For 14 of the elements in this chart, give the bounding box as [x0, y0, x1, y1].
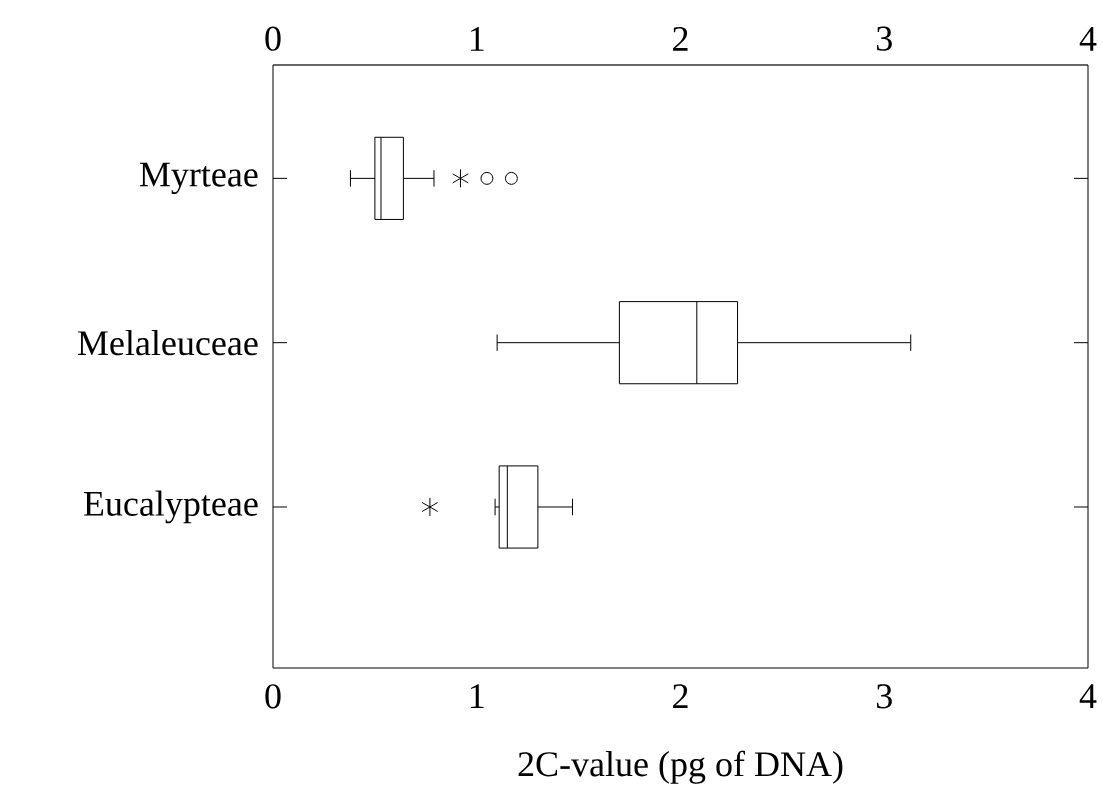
x-tick-label: 2	[673, 26, 688, 51]
y-tick-label: Melaleuceae	[77, 330, 258, 356]
x2-tick-label: 0	[265, 684, 281, 709]
x-tick-label: 1	[470, 27, 484, 51]
x2-tick-label: 4	[1079, 684, 1097, 708]
y-tick-label: Myrteae	[139, 162, 258, 195]
y-tick-label: Eucalypteae	[83, 490, 258, 524]
x2-tick-label: 2	[673, 684, 688, 709]
x-tick-label: 4	[1079, 27, 1097, 51]
x2-tick-label: 1	[470, 684, 484, 708]
x-tick-label: 0	[265, 26, 281, 51]
x-tick-label: 3	[876, 26, 892, 51]
x2-tick-label: 3	[876, 684, 892, 709]
x-axis-title: 2C-value (pg of DNA)	[518, 750, 843, 784]
